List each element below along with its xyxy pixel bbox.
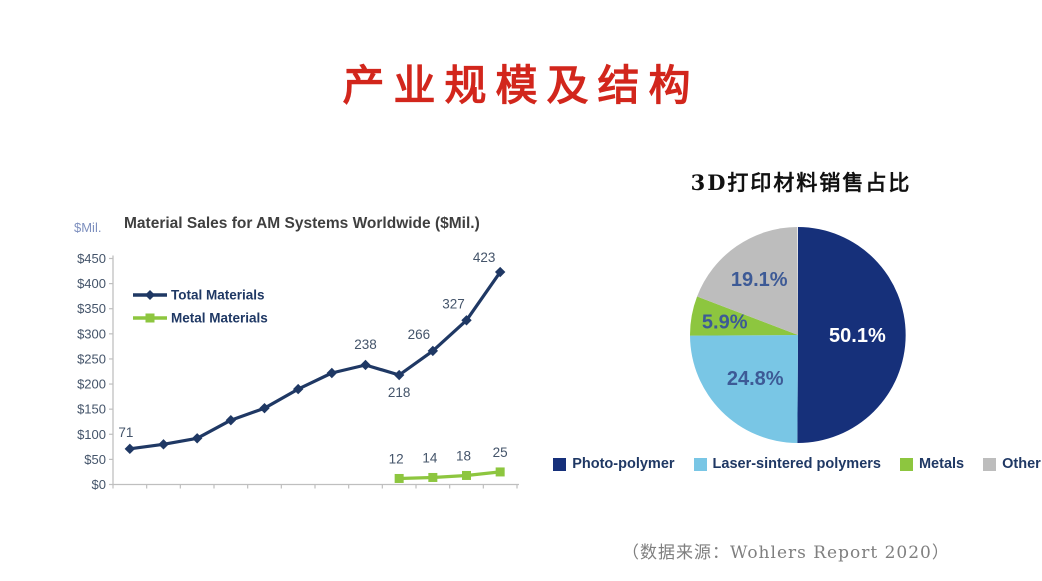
- data-point-diamond: [259, 402, 270, 414]
- pie-slice-percentage: 19.1%: [731, 269, 788, 291]
- pie-legend-item: Laser-sintered polymers: [693, 456, 881, 472]
- pie-slice-percentage: 24.8%: [727, 368, 784, 390]
- y-axis-unit-label: $Mil.: [74, 220, 102, 235]
- data-point-square: [495, 467, 505, 477]
- legend-color-swatch: [553, 457, 567, 471]
- pie-legend-item: Other: [983, 456, 1041, 472]
- data-point-diamond: [494, 266, 506, 278]
- pie-slice-laser-sintered-polymers: [690, 335, 798, 443]
- data-point-diamond: [427, 345, 439, 357]
- y-tick-label: $200: [77, 377, 106, 392]
- y-tick-label: $300: [77, 326, 106, 341]
- data-point-diamond: [393, 369, 405, 381]
- data-point-square: [462, 470, 471, 480]
- legend-label: Total Materials: [171, 288, 265, 303]
- data-point-square: [428, 472, 438, 482]
- y-tick-label: $50: [84, 452, 106, 467]
- y-tick-label: $250: [77, 351, 106, 366]
- slide-title: 产业规模及结构: [342, 61, 700, 110]
- total-materials-line: [128, 270, 502, 451]
- data-point-label: 423: [473, 250, 496, 265]
- legend-diamond-marker: [145, 290, 155, 300]
- pie-slice-photo-polymer: [797, 227, 906, 444]
- y-tick-label: $150: [77, 402, 106, 417]
- pie-legend-item: Metals: [899, 456, 965, 472]
- source-note: （数据来源：Wohlers Report 2020）: [622, 543, 950, 563]
- pie-slice-percentage: 50.1%: [829, 325, 886, 347]
- metal-materials-line: [397, 470, 502, 481]
- data-point-diamond: [360, 359, 371, 371]
- pie-slice-percentage: 5.9%: [702, 312, 748, 334]
- legend-label: Other: [1002, 456, 1041, 472]
- pie-slice-other: [697, 227, 798, 335]
- legend-label: Laser-sintered polymers: [712, 456, 881, 472]
- pie-legend: Photo-polymer Laser-sintered polymers Meta…: [552, 456, 1042, 472]
- data-point-diamond: [191, 433, 203, 444]
- data-point-diamond: [124, 443, 136, 455]
- data-point-diamond: [461, 315, 472, 326]
- data-point-diamond: [326, 367, 338, 379]
- data-point-label: 14: [422, 450, 438, 465]
- legend-label: Metals: [918, 456, 965, 472]
- data-point-label: 25: [493, 445, 508, 460]
- data-point-label: 327: [442, 296, 465, 311]
- legend-square-marker: [145, 313, 155, 323]
- data-point-label: 71: [118, 425, 133, 440]
- data-point-label: 266: [408, 327, 431, 342]
- y-tick-label: $100: [77, 427, 106, 442]
- legend-color-swatch: [983, 457, 997, 471]
- data-point-label: 18: [456, 448, 471, 463]
- y-tick-label: $0: [92, 477, 106, 492]
- y-tick-label: $400: [77, 276, 106, 291]
- line-chart-panel: $Mil. Material Sales for AM Systems Worl…: [60, 213, 542, 515]
- pie-chart-canvas: 50.1% 24.8% 5.9% 19.1%: [689, 227, 906, 444]
- data-point-square: [394, 473, 404, 483]
- pie-chart-title: 3D打印材料销售占比: [690, 170, 912, 195]
- line-chart-title: Material Sales for AM Systems Worldwide …: [124, 215, 480, 232]
- line-chart-canvas: $0 $50 $100 $150 $200 $250 $300 $350 $400 $450 71 2…: [77, 250, 519, 492]
- data-point-label: 218: [388, 385, 411, 400]
- legend-color-swatch: [693, 457, 707, 471]
- legend-label: Photo-polymer: [572, 456, 675, 472]
- data-point-diamond: [292, 383, 304, 395]
- legend-label: Metal Materials: [171, 311, 268, 326]
- y-tick-label: $350: [77, 301, 106, 316]
- data-point-diamond: [158, 439, 169, 450]
- data-point-label: 238: [354, 337, 377, 352]
- legend-color-swatch: [899, 457, 913, 471]
- pie-slice-metals: [689, 296, 798, 336]
- pie-legend-item: Photo-polymer: [553, 456, 675, 472]
- data-point-diamond: [225, 415, 237, 426]
- data-point-label: 12: [389, 451, 404, 466]
- y-tick-label: $450: [77, 251, 106, 266]
